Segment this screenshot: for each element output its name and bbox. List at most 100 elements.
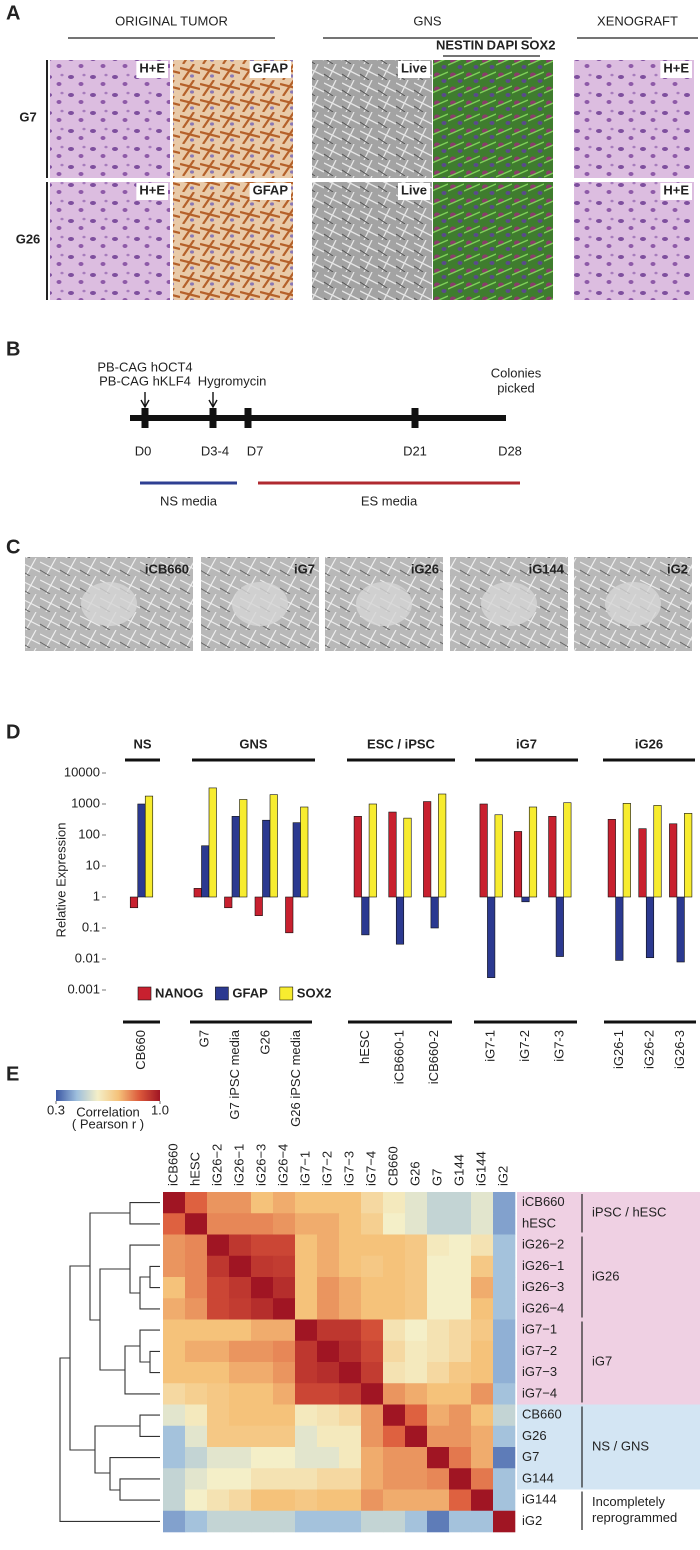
heatmap-cell — [207, 1510, 230, 1533]
bar — [638, 828, 647, 898]
heatmap-cell — [295, 1489, 318, 1512]
heatmap-cell — [493, 1277, 516, 1299]
heatmap-cell — [471, 1489, 494, 1512]
x-tick-label: G7 — [197, 1030, 212, 1047]
heatmap-cell — [427, 1298, 450, 1320]
image-label: H+E — [139, 182, 165, 197]
heatmap-cell — [163, 1213, 186, 1235]
heatmap-cell — [427, 1383, 450, 1405]
bar — [669, 823, 678, 898]
column-label: G7 — [429, 1169, 444, 1186]
day-label: D3-4 — [201, 443, 229, 458]
heatmap-cell — [449, 1425, 472, 1448]
row-label: iG26−2 — [522, 1237, 564, 1252]
bar — [201, 845, 210, 898]
heatmap-cell — [273, 1255, 296, 1278]
row-label: iG7−3 — [522, 1364, 557, 1379]
heatmap-cell — [207, 1447, 230, 1469]
group-box — [517, 1489, 700, 1532]
heatmap-cell — [163, 1489, 186, 1512]
heatmap-cell — [229, 1234, 252, 1257]
bar — [548, 816, 557, 898]
heatmap-cell — [273, 1234, 296, 1257]
heatmap-cell — [383, 1362, 406, 1384]
image-label: Live — [401, 182, 427, 197]
heatmap-cell — [471, 1255, 494, 1278]
legend-swatch — [279, 986, 294, 1001]
x-tick-label: G26 iPSC media — [288, 1029, 303, 1127]
panel-label: E — [6, 1063, 19, 1085]
colony — [605, 582, 661, 626]
media-label: ES media — [361, 493, 418, 508]
group-label: NS / GNS — [592, 1438, 649, 1453]
dendrogram — [59, 1202, 160, 1522]
heatmap-cell — [207, 1277, 230, 1299]
heatmap-cell — [207, 1404, 230, 1427]
heatmap-cell — [383, 1489, 406, 1512]
heatmap-cell — [449, 1362, 472, 1384]
column-label: G26 — [407, 1161, 422, 1186]
x-tick-label: iCB660-1 — [391, 1030, 406, 1084]
group-label: reprogrammed — [592, 1510, 677, 1525]
heatmap-cell — [295, 1447, 318, 1469]
heatmap-cell — [405, 1319, 428, 1342]
heatmap-cell — [207, 1234, 230, 1257]
bar — [430, 896, 439, 929]
heatmap-cell — [295, 1383, 318, 1405]
heatmap-cell — [229, 1468, 252, 1490]
row-label: G7 — [522, 1449, 539, 1464]
panel-label: B — [6, 338, 20, 360]
column-label: iG26−3 — [253, 1144, 268, 1186]
heatmap-cell — [295, 1277, 318, 1299]
heatmap-cell — [251, 1319, 274, 1342]
row-label: G26 — [16, 231, 41, 246]
heatmap-cell — [185, 1468, 208, 1490]
micrograph — [173, 60, 293, 178]
column-label: iG7−1 — [297, 1151, 312, 1186]
bar — [292, 822, 301, 898]
heatmap-cell — [405, 1447, 428, 1469]
x-tick-label: CB660 — [133, 1030, 148, 1070]
heatmap-cell — [339, 1340, 362, 1363]
heatmap-cell — [229, 1213, 252, 1235]
y-tick-label: 1 — [93, 888, 100, 903]
heatmap-cell — [471, 1192, 494, 1214]
bar — [513, 831, 523, 898]
heatmap-cell — [471, 1277, 494, 1299]
row-label: iG144 — [522, 1492, 557, 1507]
y-tick-label: 1000 — [71, 795, 100, 810]
x-tick-label: iG26-2 — [641, 1030, 656, 1069]
heatmap-cell — [163, 1383, 186, 1405]
heatmap-cell — [361, 1447, 384, 1469]
timeline-tick — [411, 408, 419, 428]
group-box — [517, 1404, 700, 1490]
heatmap-cell — [449, 1213, 472, 1235]
heatmap-cell — [339, 1447, 362, 1469]
column-label: G144 — [451, 1154, 466, 1186]
timeline-tick — [244, 408, 252, 428]
heatmap-cell — [229, 1192, 252, 1214]
heatmap-cell — [185, 1298, 208, 1320]
stain-key: DAPI — [487, 37, 518, 52]
heatmap-cell — [361, 1340, 384, 1363]
heatmap-cell — [295, 1213, 318, 1235]
heatmap-cell — [273, 1277, 296, 1299]
heatmap-cell — [361, 1234, 384, 1257]
heatmap-cell — [471, 1425, 494, 1448]
heatmap-cell — [273, 1468, 296, 1490]
heatmap-cell — [339, 1383, 362, 1405]
colony — [356, 582, 412, 626]
heatmap-cell — [383, 1425, 406, 1448]
heatmap-cell — [317, 1340, 340, 1363]
heatmap-cell — [427, 1447, 450, 1469]
heatmap-cell — [493, 1213, 516, 1235]
heatmap-cell — [317, 1468, 340, 1490]
heatmap-cell — [493, 1362, 516, 1384]
row-label: iG7−4 — [522, 1385, 557, 1400]
heatmap-cell — [317, 1213, 340, 1235]
bar — [254, 896, 263, 916]
heatmap-cell — [251, 1213, 274, 1235]
day-label: D28 — [498, 443, 522, 458]
arrow-head — [208, 399, 218, 409]
colorbar — [56, 1090, 160, 1101]
